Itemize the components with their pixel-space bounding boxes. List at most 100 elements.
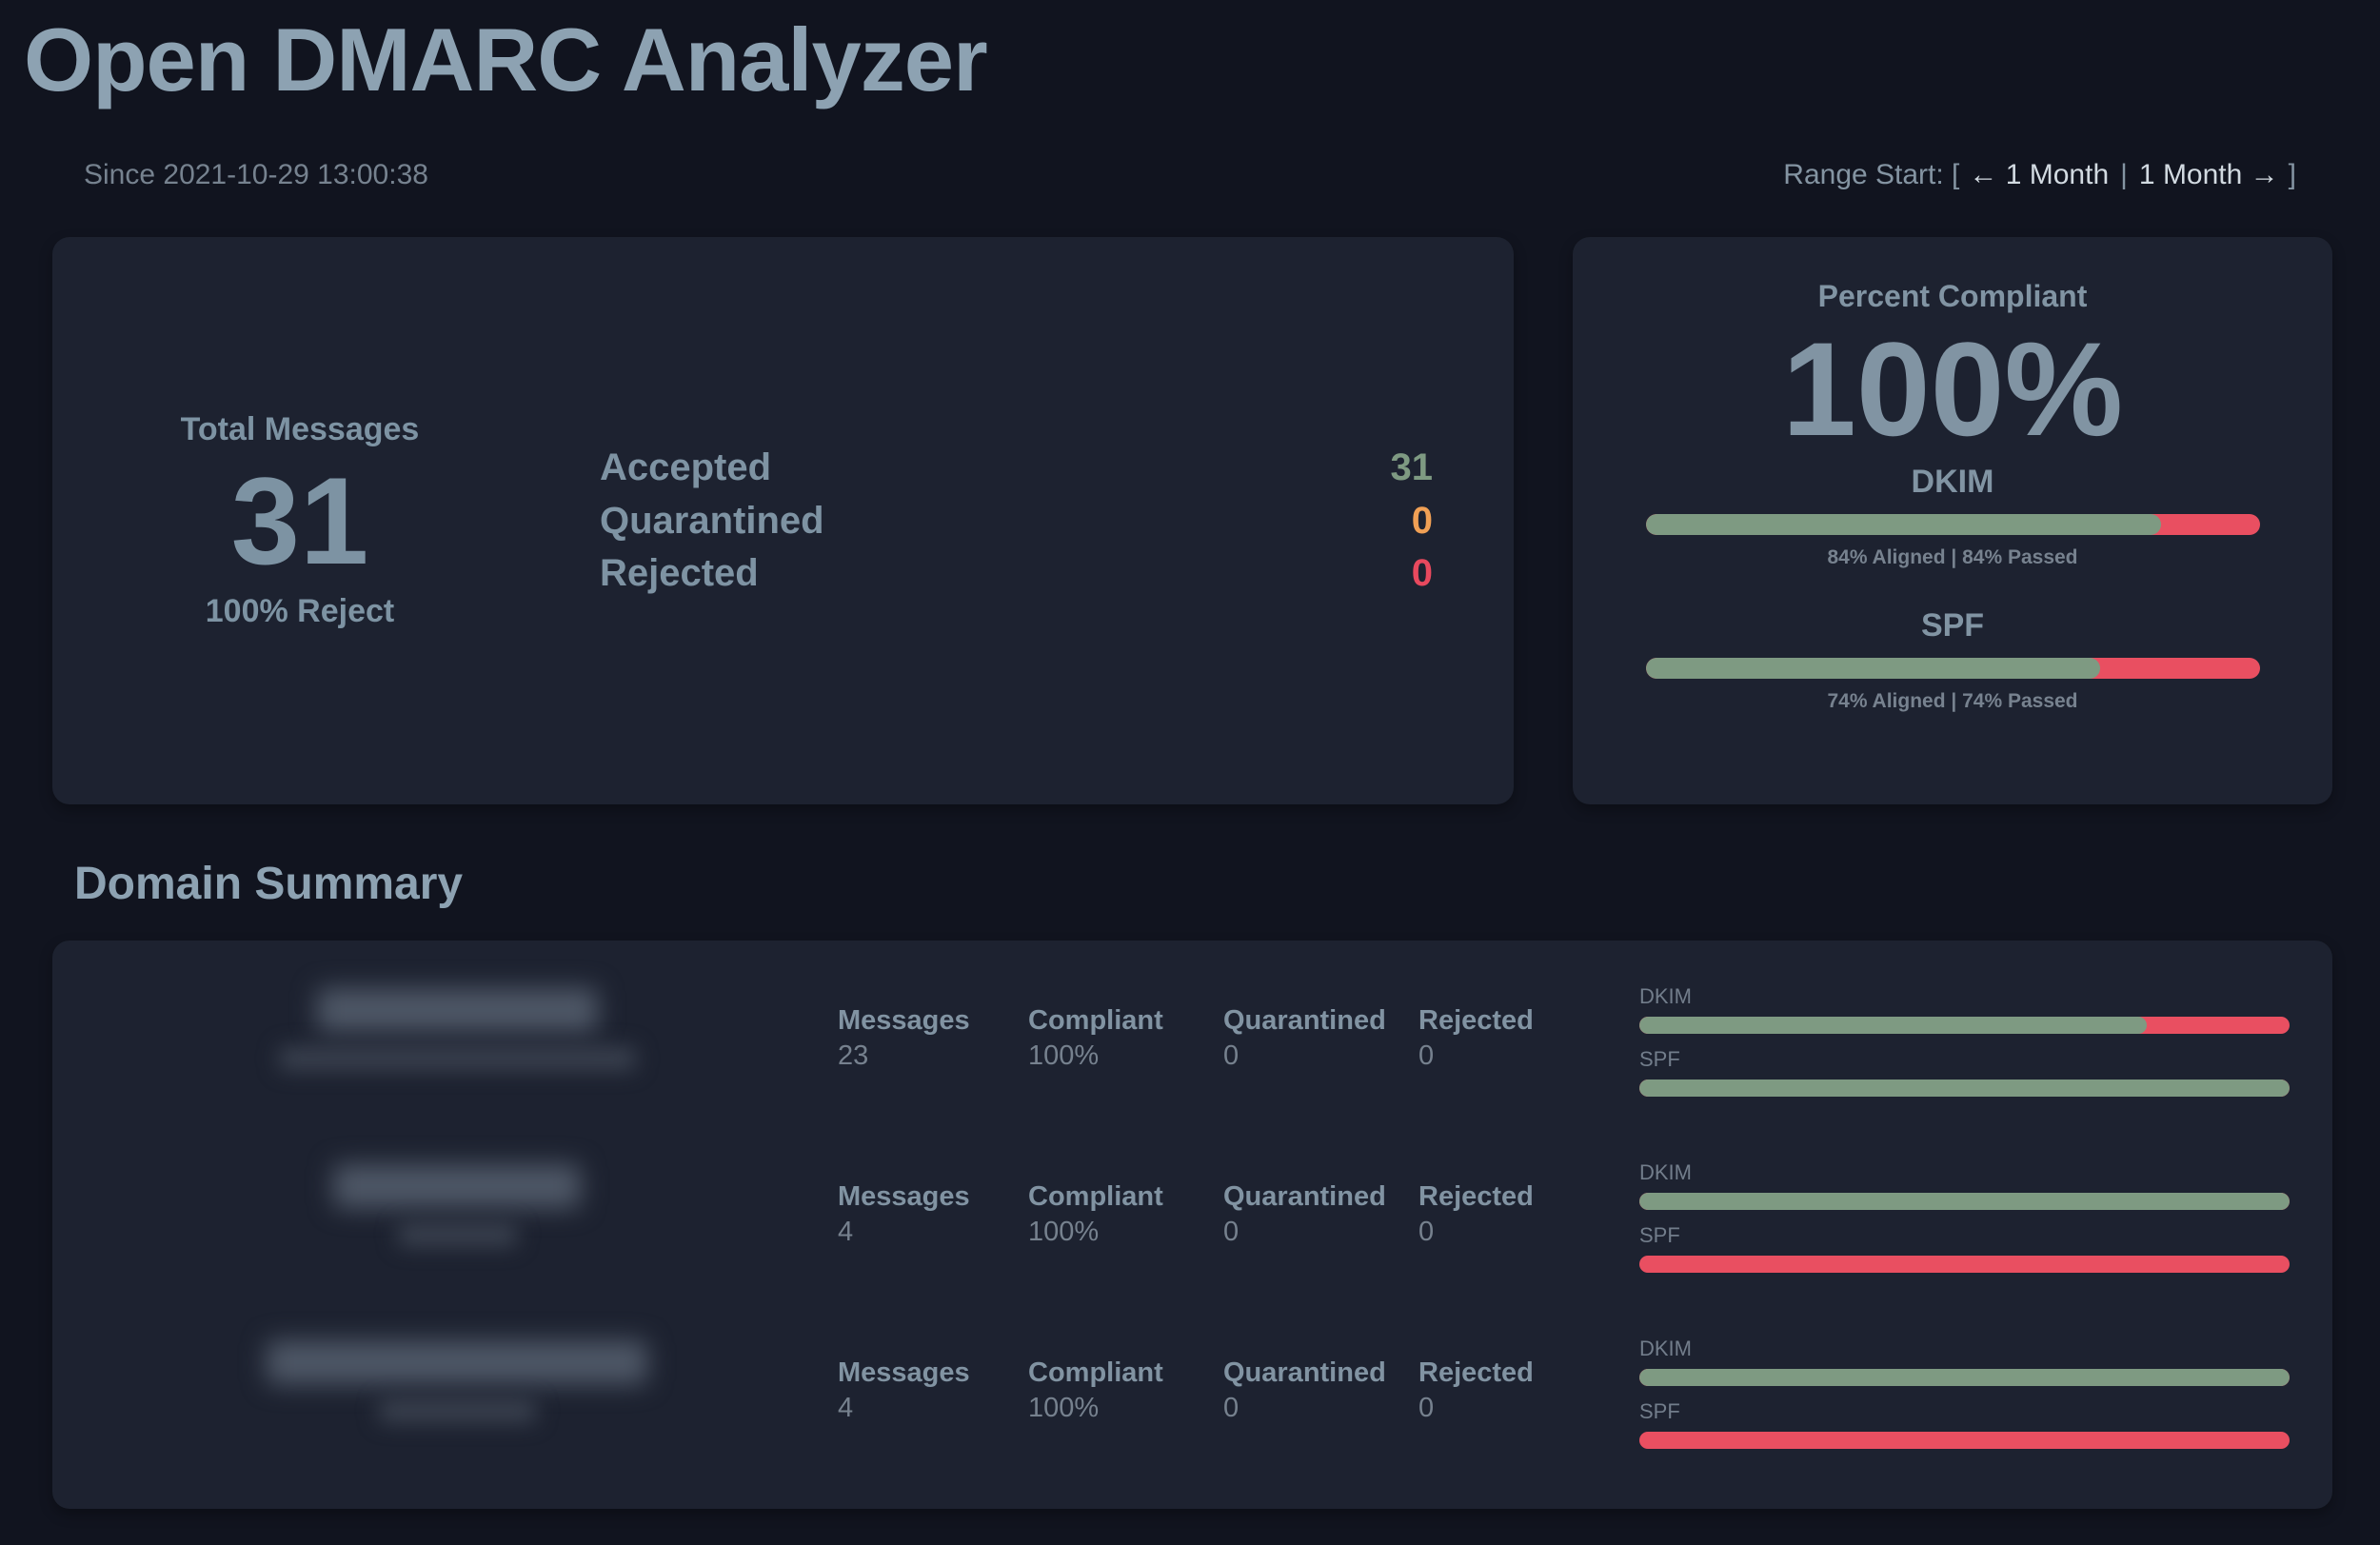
meta-row: Since 2021-10-29 13:00:38 Range Start: [… — [84, 159, 2296, 191]
rejected-stat: Rejected 0 — [1418, 1181, 1609, 1333]
spf-mini-fill — [1639, 1080, 2290, 1098]
domain-row: Messages 23 Compliant 100% Quarantined 0… — [76, 980, 2290, 1157]
compliant-label: Compliant — [1028, 1005, 1163, 1037]
spf-mini-bar — [1639, 1256, 2290, 1274]
range-start-label: Range Start: [ — [1783, 159, 1960, 191]
accepted-row: Accepted 31 — [600, 442, 1433, 494]
top-cards-row: Total Messages 31 100% Reject Accepted 3… — [52, 237, 2332, 805]
quarantined-stat: Quarantined 0 — [1223, 1181, 1418, 1333]
quarantined-label: Quarantined — [1223, 1005, 1386, 1037]
dkim-mini-bar — [1639, 1193, 2290, 1211]
compliant-value: 100% — [1028, 1217, 1100, 1248]
compliant-stat: Compliant 100% — [1028, 1005, 1223, 1157]
dkim-mini-fill — [1639, 1369, 2290, 1387]
rejected-value: 0 — [1411, 551, 1433, 594]
total-messages-value: 31 — [230, 451, 369, 591]
percent-compliant-title: Percent Compliant — [1817, 279, 2088, 314]
compliant-value: 100% — [1028, 1040, 1100, 1072]
policy-text: 100% Reject — [205, 593, 395, 630]
rejected-label: Rejected — [600, 551, 759, 594]
messages-label: Messages — [838, 1181, 970, 1213]
spf-mini-bar — [1639, 1080, 2290, 1098]
domain-row: Messages 4 Compliant 100% Quarantined 0 … — [76, 1157, 2290, 1333]
page-title: Open DMARC Analyzer — [24, 10, 988, 109]
range-separator: | — [2120, 159, 2128, 191]
range-prev-month-link[interactable]: ← 1 Month — [1969, 159, 2110, 191]
dmarc-dashboard: Open DMARC Analyzer Since 2021-10-29 13:… — [0, 10, 2380, 1545]
quarantined-value: 0 — [1223, 1217, 1240, 1248]
spf-label: SPF — [1920, 607, 1985, 644]
percent-compliant-card: Percent Compliant 100% DKIM 84% Aligned … — [1573, 237, 2332, 805]
domain-stats: Messages 4 Compliant 100% Quarantined 0 … — [838, 1333, 1639, 1509]
domain-bars: DKIM SPF — [1639, 980, 2290, 1157]
domain-bars: DKIM SPF — [1639, 1333, 2290, 1509]
dkim-mini-fill — [1639, 1193, 2290, 1211]
messages-label: Messages — [838, 1357, 970, 1389]
dkim-progress-bar — [1645, 514, 2260, 536]
spf-mini-label: SPF — [1639, 1223, 1680, 1248]
quarantined-value: 0 — [1223, 1393, 1240, 1424]
messages-value: 4 — [838, 1393, 854, 1424]
redacted-domain-name — [267, 1340, 647, 1385]
percent-compliant-value: 100% — [1781, 314, 2124, 465]
accepted-value: 31 — [1390, 446, 1434, 489]
rejected-label: Rejected — [1418, 1181, 1534, 1213]
spf-caption: 74% Aligned | 74% Passed — [1827, 690, 2078, 713]
compliant-label: Compliant — [1028, 1181, 1163, 1213]
since-timestamp: Since 2021-10-29 13:00:38 — [84, 159, 428, 191]
quarantined-label: Quarantined — [1223, 1357, 1386, 1389]
rejected-value: 0 — [1418, 1393, 1435, 1424]
spf-mini-bar — [1639, 1432, 2290, 1450]
quarantined-value: 0 — [1411, 499, 1433, 542]
compliant-label: Compliant — [1028, 1357, 1163, 1389]
rejected-stat: Rejected 0 — [1418, 1005, 1609, 1157]
quarantined-value: 0 — [1223, 1040, 1240, 1072]
redacted-domain-subtext — [278, 1047, 636, 1071]
quarantined-label: Quarantined — [600, 499, 824, 542]
dkim-mini-label: DKIM — [1639, 1337, 1692, 1361]
compliant-stat: Compliant 100% — [1028, 1357, 1223, 1509]
dkim-label: DKIM — [1911, 464, 1994, 501]
spf-progress-bar — [1645, 658, 2260, 680]
domain-summary-heading: Domain Summary — [74, 859, 464, 910]
messages-value: 23 — [838, 1040, 869, 1072]
disposition-list: Accepted 31 Quarantined 0 Rejected 0 — [547, 442, 1514, 600]
dkim-mini-label: DKIM — [1639, 984, 1692, 1009]
rejected-value: 0 — [1418, 1217, 1435, 1248]
dkim-mini-bar — [1639, 1017, 2290, 1035]
range-next-month-link[interactable]: 1 Month → — [2138, 159, 2279, 191]
domain-name-link[interactable] — [76, 1157, 838, 1333]
domain-name-link[interactable] — [76, 980, 838, 1157]
domain-stats: Messages 23 Compliant 100% Quarantined 0… — [838, 980, 1639, 1157]
messages-value: 4 — [838, 1217, 854, 1248]
redacted-domain-name — [333, 1164, 581, 1209]
domain-stats: Messages 4 Compliant 100% Quarantined 0 … — [838, 1157, 1639, 1333]
domain-summary-card: Messages 23 Compliant 100% Quarantined 0… — [52, 941, 2332, 1510]
messages-stat: Messages 4 — [838, 1357, 1028, 1509]
domain-bars: DKIM SPF — [1639, 1157, 2290, 1333]
domain-name-link[interactable] — [76, 1333, 838, 1509]
rejected-stat: Rejected 0 — [1418, 1357, 1609, 1509]
messages-stat: Messages 23 — [838, 1005, 1028, 1157]
rejected-row: Rejected 0 — [600, 547, 1433, 600]
compliant-stat: Compliant 100% — [1028, 1181, 1223, 1333]
spf-mini-label: SPF — [1639, 1399, 1680, 1424]
total-messages-block: Total Messages 31 100% Reject — [52, 411, 547, 630]
range-selector: Range Start: [ ← 1 Month | 1 Month →] — [1783, 159, 2296, 191]
redacted-domain-subtext — [397, 1223, 517, 1247]
spf-mini-label: SPF — [1639, 1047, 1680, 1072]
quarantined-row: Quarantined 0 — [600, 495, 1433, 547]
quarantined-label: Quarantined — [1223, 1181, 1386, 1213]
dkim-mini-fill — [1639, 1017, 2147, 1035]
accepted-label: Accepted — [600, 446, 772, 489]
rejected-label: Rejected — [1418, 1005, 1534, 1037]
messages-label: Messages — [838, 1005, 970, 1037]
spf-progress-fill — [1645, 658, 2100, 680]
range-end-bracket: ] — [2288, 159, 2296, 191]
redacted-domain-subtext — [378, 1399, 536, 1423]
message-summary-card: Total Messages 31 100% Reject Accepted 3… — [52, 237, 1514, 805]
rejected-label: Rejected — [1418, 1357, 1534, 1389]
quarantined-stat: Quarantined 0 — [1223, 1005, 1418, 1157]
dkim-progress-fill — [1645, 514, 2162, 536]
redacted-domain-name — [316, 988, 598, 1033]
